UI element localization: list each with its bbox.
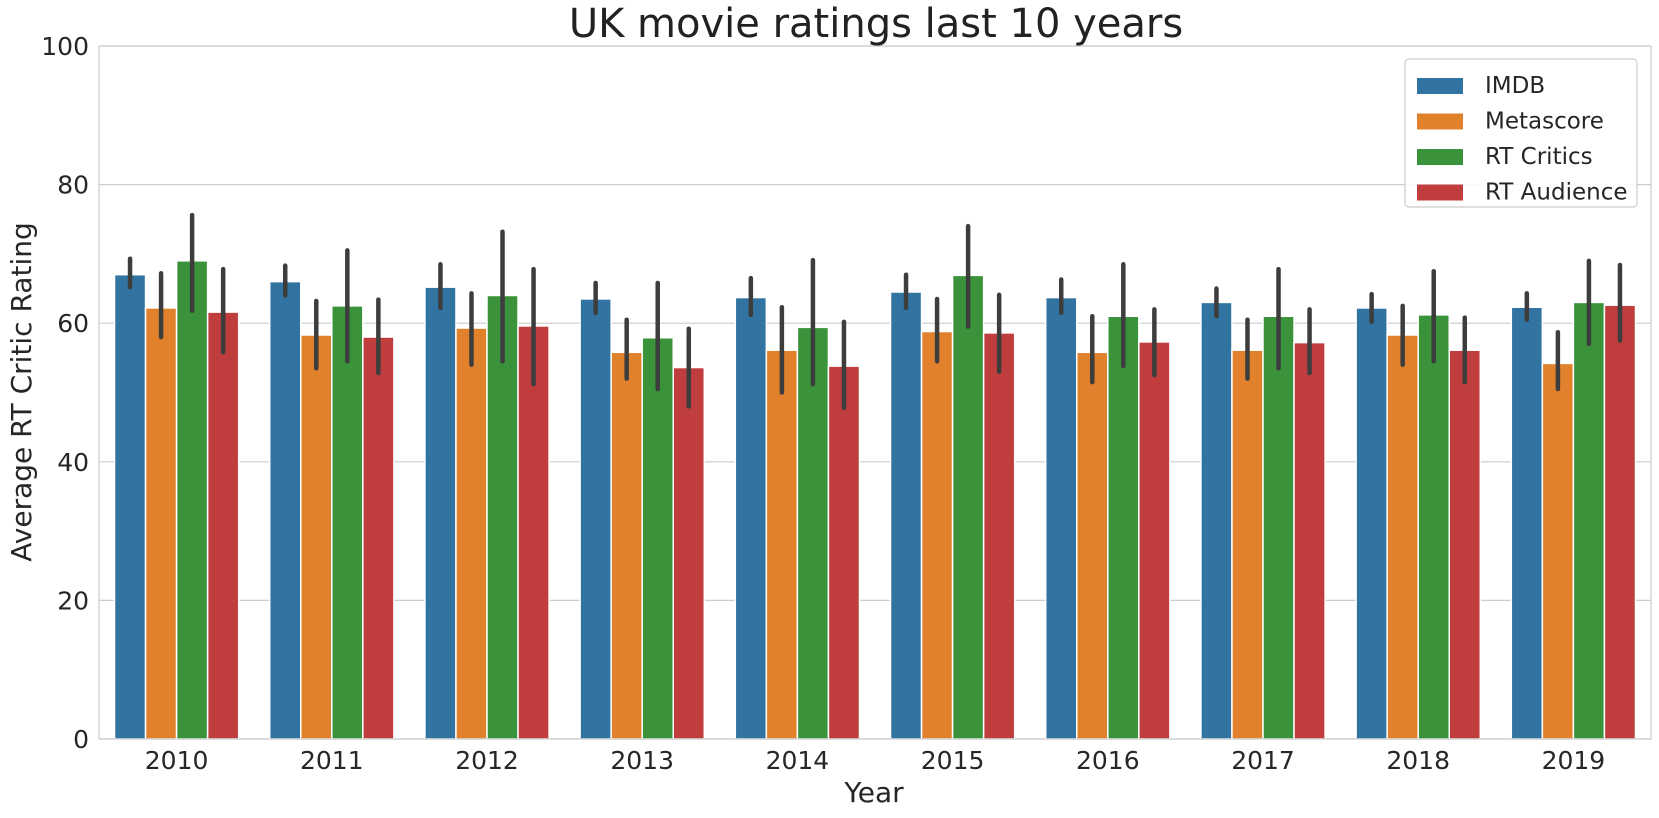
bar [1510, 306, 1544, 740]
legend-label: RT Audience [1485, 180, 1628, 206]
bar [1417, 314, 1450, 740]
legend-label: RT Critics [1485, 144, 1593, 170]
bar [300, 334, 333, 740]
bar [734, 296, 768, 740]
y-tick-label: 80 [57, 171, 89, 200]
bar [1355, 307, 1388, 740]
legend-box [1404, 58, 1638, 208]
y-axis-label: Average RT Critic Rating [5, 222, 38, 561]
bar [1231, 349, 1264, 740]
tick-labels: 0 20 40 60 80 100 2010 2011 2012 2013 2014 2015 2016… [41, 32, 1605, 775]
bar [1262, 315, 1295, 740]
legend: IMDB Metascore RT Critics RT Audience [1404, 58, 1638, 208]
bar [641, 337, 674, 740]
bar [144, 307, 178, 740]
bar [1200, 301, 1233, 740]
legend-swatch [1417, 78, 1463, 94]
chart-title: UK movie ratings last 10 years [569, 1, 1183, 47]
bar [206, 311, 240, 740]
x-tick-label: 2011 [300, 746, 364, 775]
bar [113, 273, 147, 740]
legend-label: IMDB [1485, 73, 1545, 99]
x-tick-label: 2019 [1542, 746, 1606, 775]
bar [579, 298, 612, 740]
x-tick-label: 2018 [1386, 746, 1450, 775]
bar [424, 286, 457, 740]
y-tick-label: 40 [57, 448, 89, 477]
x-tick-label: 2017 [1231, 746, 1295, 775]
legend-swatch [1417, 184, 1463, 201]
x-axis-label: Year [843, 776, 904, 809]
bar [1138, 341, 1171, 740]
x-tick-label: 2015 [921, 746, 985, 775]
bars [113, 260, 1637, 740]
bar [951, 274, 985, 740]
bar [827, 365, 861, 740]
bar [672, 366, 706, 740]
legend-swatch [1417, 113, 1463, 130]
y-tick-label: 60 [57, 309, 89, 338]
bar [1448, 349, 1482, 740]
bar [1386, 334, 1419, 740]
y-tick-label: 0 [73, 725, 89, 754]
bar [1293, 341, 1326, 740]
bar [765, 349, 799, 740]
y-tick-label: 20 [57, 586, 89, 615]
x-tick-label: 2013 [610, 746, 674, 775]
bar [268, 280, 302, 740]
plot-frame [98, 45, 1652, 740]
x-tick-label: 2010 [145, 746, 209, 775]
bar [1076, 351, 1109, 740]
x-tick-label: 2014 [766, 746, 830, 775]
bar [1044, 296, 1078, 740]
bar [889, 291, 923, 740]
bar [455, 327, 488, 740]
legend-label: Metascore [1485, 109, 1604, 135]
error-bars [127, 212, 1623, 410]
bar [1572, 301, 1606, 740]
bar [517, 325, 550, 740]
bar [1541, 362, 1575, 740]
y-tick-label: 100 [41, 32, 89, 61]
legend-swatch [1417, 149, 1463, 165]
bar [610, 351, 643, 740]
bar [796, 326, 830, 740]
bar [982, 332, 1016, 740]
x-tick-label: 2012 [455, 746, 519, 775]
x-tick-label: 2016 [1076, 746, 1140, 775]
bar [175, 260, 209, 740]
bar [1107, 315, 1140, 740]
bar [1603, 304, 1637, 740]
bar [331, 305, 364, 740]
bar [362, 336, 395, 740]
bar [920, 330, 954, 740]
